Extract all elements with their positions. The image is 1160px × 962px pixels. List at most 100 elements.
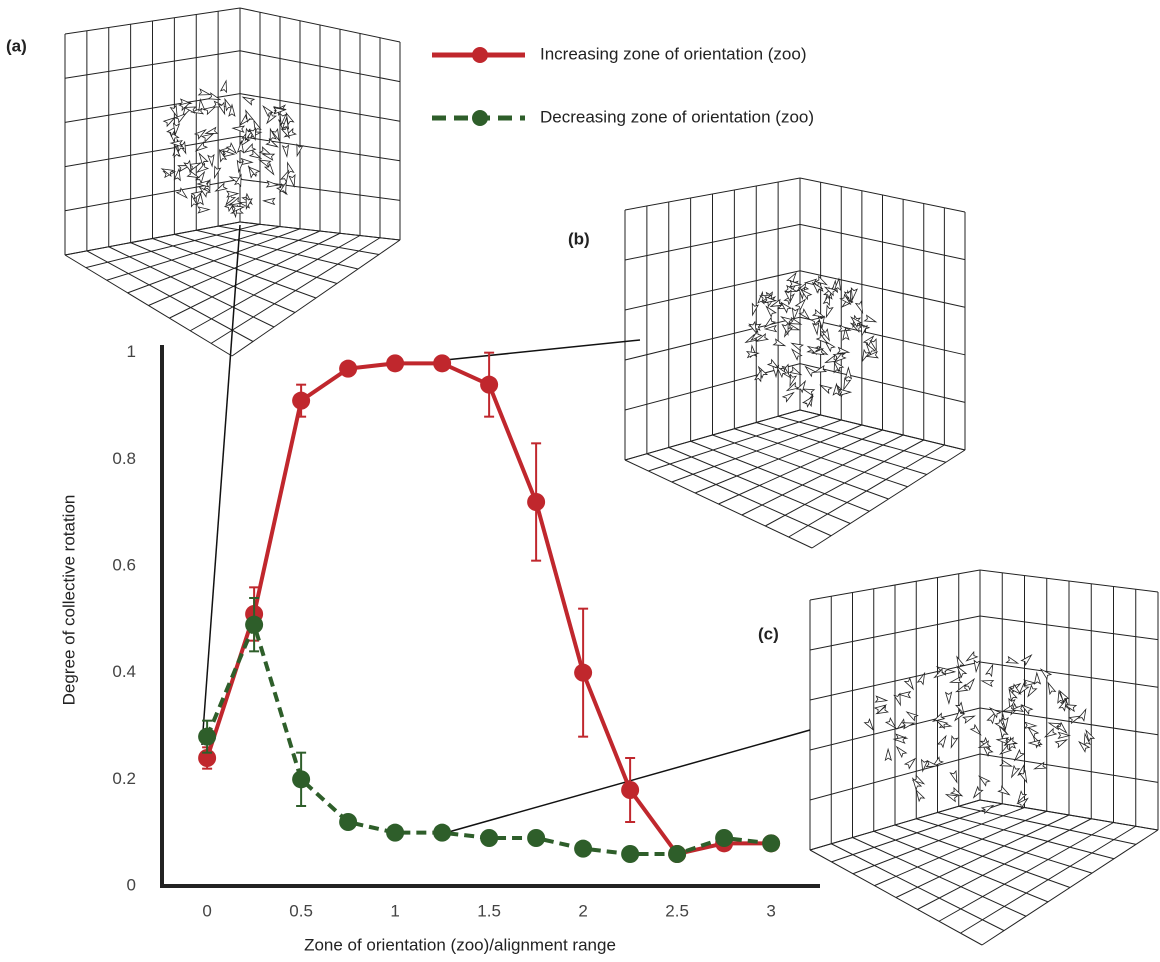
box-line xyxy=(853,838,1027,917)
particle xyxy=(243,97,254,105)
particle xyxy=(250,151,261,159)
particle xyxy=(260,147,271,155)
point xyxy=(715,829,733,847)
particle xyxy=(1024,680,1035,686)
point xyxy=(292,770,310,788)
point xyxy=(762,834,780,852)
particle xyxy=(774,339,785,346)
particle xyxy=(938,736,946,747)
y-tick-label: 0.4 xyxy=(112,662,136,681)
particle xyxy=(171,141,182,147)
particle xyxy=(1028,728,1038,738)
particle xyxy=(206,128,217,134)
particle xyxy=(986,665,993,676)
particle xyxy=(974,660,980,671)
particle xyxy=(905,759,915,769)
particle xyxy=(905,678,913,689)
particle xyxy=(797,381,805,392)
particle xyxy=(806,367,816,377)
particle xyxy=(821,385,832,393)
point xyxy=(668,845,686,863)
point xyxy=(480,376,498,394)
particle xyxy=(885,749,891,760)
particle xyxy=(1025,722,1036,728)
particle xyxy=(214,166,220,177)
grid-box xyxy=(65,8,400,356)
particle xyxy=(894,737,905,743)
particle xyxy=(813,310,824,317)
legend-marker xyxy=(472,110,488,126)
box-line xyxy=(918,819,1092,910)
particle xyxy=(840,389,851,395)
point xyxy=(433,824,451,842)
particles xyxy=(746,273,878,407)
particle xyxy=(749,322,756,333)
x-tick-label: 2 xyxy=(578,901,587,920)
point xyxy=(386,354,404,372)
point xyxy=(386,824,404,842)
grid-box xyxy=(625,178,965,548)
particle xyxy=(790,367,801,375)
particle xyxy=(838,348,849,354)
point xyxy=(292,392,310,410)
point xyxy=(245,616,263,634)
particle xyxy=(199,89,210,95)
particle xyxy=(813,323,819,334)
particle xyxy=(845,368,851,379)
particle xyxy=(266,139,277,147)
point xyxy=(527,829,545,847)
point xyxy=(339,813,357,831)
series-line xyxy=(207,363,771,854)
particle xyxy=(264,198,275,204)
legend-label: Increasing zone of orientation (zoo) xyxy=(540,44,807,63)
box-line xyxy=(691,441,870,511)
box-line xyxy=(87,251,253,342)
connector xyxy=(445,340,640,360)
particle xyxy=(1058,732,1069,738)
x-axis-title: Zone of orientation (zoo)/alignment rang… xyxy=(304,935,616,954)
particle xyxy=(1079,709,1086,720)
y-tick-label: 0 xyxy=(127,875,136,894)
particle xyxy=(766,307,776,317)
particle xyxy=(833,384,839,395)
series-line xyxy=(207,625,771,854)
particle xyxy=(783,393,794,402)
particle xyxy=(963,716,974,723)
particle xyxy=(177,188,187,198)
insets xyxy=(65,8,1158,945)
particle xyxy=(171,106,178,117)
particle xyxy=(982,681,993,687)
x-tick-label: 3 xyxy=(766,901,775,920)
particle xyxy=(289,175,295,186)
particle xyxy=(1006,657,1017,663)
particle xyxy=(1003,705,1014,711)
particle xyxy=(223,151,234,157)
particle xyxy=(283,145,289,156)
particle xyxy=(204,107,215,115)
y-tick-label: 0.6 xyxy=(112,555,136,574)
box-line xyxy=(765,440,924,526)
point xyxy=(198,728,216,746)
particle xyxy=(979,776,989,785)
particle xyxy=(916,790,924,801)
particle xyxy=(221,81,227,92)
y-tick-label: 1 xyxy=(127,342,136,361)
figure: Zone of orientation (zoo)/alignment rang… xyxy=(0,0,1160,962)
particle xyxy=(950,677,961,683)
particle xyxy=(792,343,803,350)
particle xyxy=(886,718,896,728)
box-line xyxy=(831,844,1004,931)
particle xyxy=(844,378,851,389)
box-line xyxy=(789,445,945,537)
particle xyxy=(951,736,957,747)
x-tick-label: 1 xyxy=(390,901,399,920)
y-tick-label: 0.8 xyxy=(112,449,136,468)
panel-label: (c) xyxy=(758,624,779,643)
box-line xyxy=(719,430,883,504)
particle xyxy=(865,315,876,322)
point xyxy=(480,829,498,847)
connector xyxy=(202,225,240,745)
box-line xyxy=(874,831,1048,902)
y-axis-title: Degree of collective rotation xyxy=(59,495,78,706)
particle xyxy=(1034,673,1040,684)
